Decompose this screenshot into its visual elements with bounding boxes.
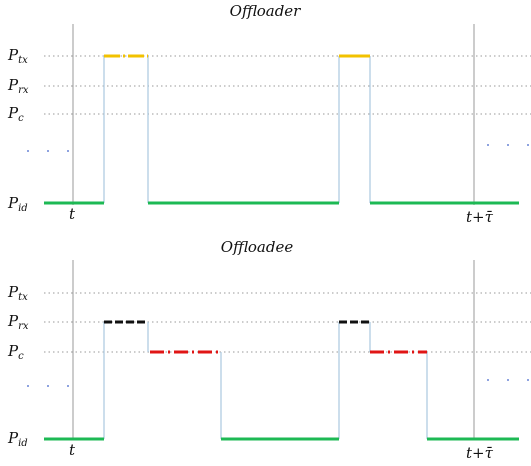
offloader-label-pc: Pc — [7, 104, 24, 124]
offloader-t-label: t — [69, 205, 76, 223]
offloadee-right-dots — [487, 379, 529, 381]
offloader-label-pid: Pid — [7, 194, 28, 214]
offloader-tend-label: t+τ̄ — [466, 208, 494, 226]
offloader-right-dots — [487, 144, 529, 146]
offloadee-tend-label: t+τ̄ — [466, 444, 494, 462]
offloadee-panel: Offloadee Ptx Prx Pc Pid t t+τ̄ — [7, 238, 531, 462]
offloadee-t-label: t — [69, 441, 76, 459]
offloader-label-prx: Prx — [7, 76, 29, 96]
offloader-label-ptx: Ptx — [7, 46, 28, 66]
offloadee-label-pc: Pc — [7, 342, 24, 362]
offloadee-label-prx: Prx — [7, 312, 29, 332]
offloader-title: Offloader — [230, 2, 302, 20]
offloader-panel: Offloader Ptx Prx Pc Pid t t+τ̄ — [7, 2, 531, 226]
offloadee-label-ptx: Ptx — [7, 283, 28, 303]
offloadee-title: Offloadee — [221, 238, 294, 256]
offloadee-label-pid: Pid — [7, 429, 28, 449]
offloader-left-dots — [27, 150, 69, 152]
offloadee-left-dots — [27, 385, 69, 387]
